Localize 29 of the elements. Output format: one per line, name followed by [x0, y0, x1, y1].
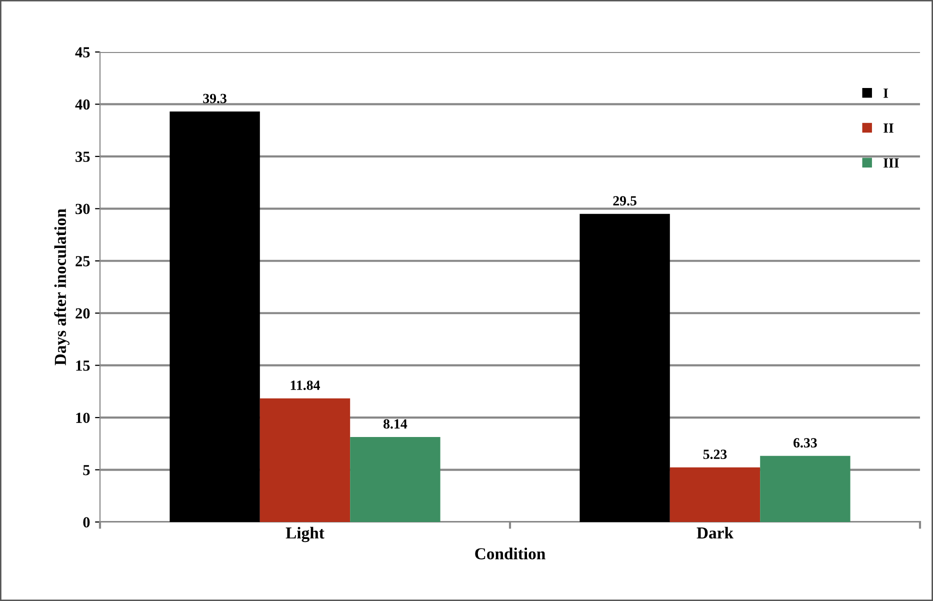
- y-tick-label: 45: [75, 47, 90, 58]
- legend-label: I: [884, 88, 888, 98]
- x-tick-label: Dark: [696, 526, 734, 539]
- y-tick-label: 5: [83, 465, 90, 476]
- y-tick-label: 35: [76, 152, 90, 162]
- y-tick-label: 25: [76, 256, 90, 266]
- data-label: 6.33: [794, 438, 817, 448]
- y-tick-label: 20: [76, 308, 90, 319]
- bar: [580, 214, 670, 522]
- y-tick-label: 0: [83, 517, 90, 528]
- data-label: 5.23: [703, 450, 727, 460]
- legend-label: III: [884, 158, 899, 168]
- data-label: 39.3: [203, 94, 226, 104]
- bar: [170, 112, 260, 522]
- y-tick-label: 10: [76, 412, 90, 424]
- y-tick-label: 40: [75, 99, 90, 110]
- bar: [670, 467, 760, 522]
- bar: [260, 398, 350, 522]
- bar: [350, 436, 440, 522]
- legend-label: II: [884, 124, 894, 133]
- y-axis-title: Days after inoculation: [54, 208, 70, 366]
- data-label: 29.5: [613, 196, 636, 206]
- data-label: 11.84: [290, 380, 320, 390]
- y-tick-label: 30: [76, 204, 90, 214]
- y-tick-label: 15: [76, 360, 90, 371]
- bar: [760, 456, 850, 522]
- x-axis-title: Condition: [475, 548, 546, 560]
- data-label: 8.14: [384, 419, 408, 429]
- x-tick-label: Light: [286, 526, 324, 542]
